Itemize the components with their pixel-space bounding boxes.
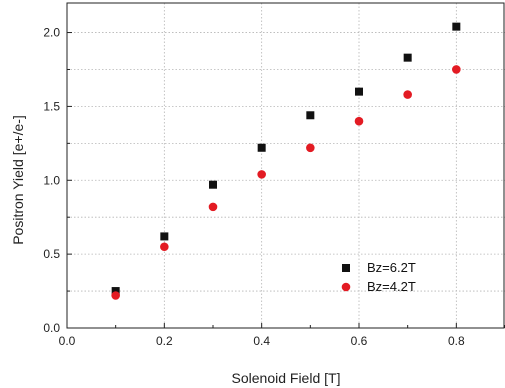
legend-label-bz62: Bz=6.2T [367, 260, 416, 275]
point-bz42 [111, 291, 120, 300]
point-bz62 [160, 232, 169, 241]
point-bz42 [306, 143, 315, 153]
point-bz42 [208, 202, 218, 212]
y-tick-label: 1.0 [43, 173, 60, 187]
plot-frame [66, 2, 505, 329]
point-bz62 [355, 87, 363, 96]
x-tick-label: 0.6 [351, 334, 368, 348]
point-bz42 [354, 116, 364, 126]
point-bz42 [257, 170, 266, 179]
point-bz42 [452, 65, 461, 74]
point-bz62 [209, 180, 217, 189]
legend-label-bz42: Bz=4.2T [367, 279, 416, 294]
y-axis-label: Positron Yield [e+/e-] [10, 115, 26, 245]
x-tick-label: 0.4 [253, 334, 270, 348]
legend: Bz=6.2T Bz=4.2T [341, 260, 416, 294]
y-tick-labels: 0.0 0.5 1.0 1.5 2.0 [43, 26, 60, 335]
grid-lines [67, 3, 505, 328]
x-tick-labels: 0.0 0.2 0.4 0.6 0.8 [59, 334, 465, 348]
y-tick-label: 0.5 [43, 247, 60, 261]
point-bz62 [452, 22, 461, 31]
y-tick-label: 2.0 [43, 26, 60, 40]
legend-marker-bz62 [342, 264, 350, 272]
point-bz42 [160, 242, 169, 252]
x-axis-label: Solenoid Field [T] [232, 370, 341, 386]
y-tick-label: 0.0 [43, 321, 60, 335]
point-bz62 [403, 53, 412, 62]
point-bz62 [306, 111, 315, 120]
x-tick-label: 0.8 [448, 334, 465, 348]
point-bz62 [111, 287, 120, 296]
data-points [111, 22, 461, 300]
x-tick-label: 0.2 [156, 334, 173, 348]
point-bz62 [257, 143, 266, 152]
x-tick-label: 0.0 [59, 334, 76, 348]
y-tick-label: 1.5 [43, 99, 60, 113]
point-bz42 [403, 90, 412, 99]
legend-marker-bz42 [341, 282, 351, 292]
